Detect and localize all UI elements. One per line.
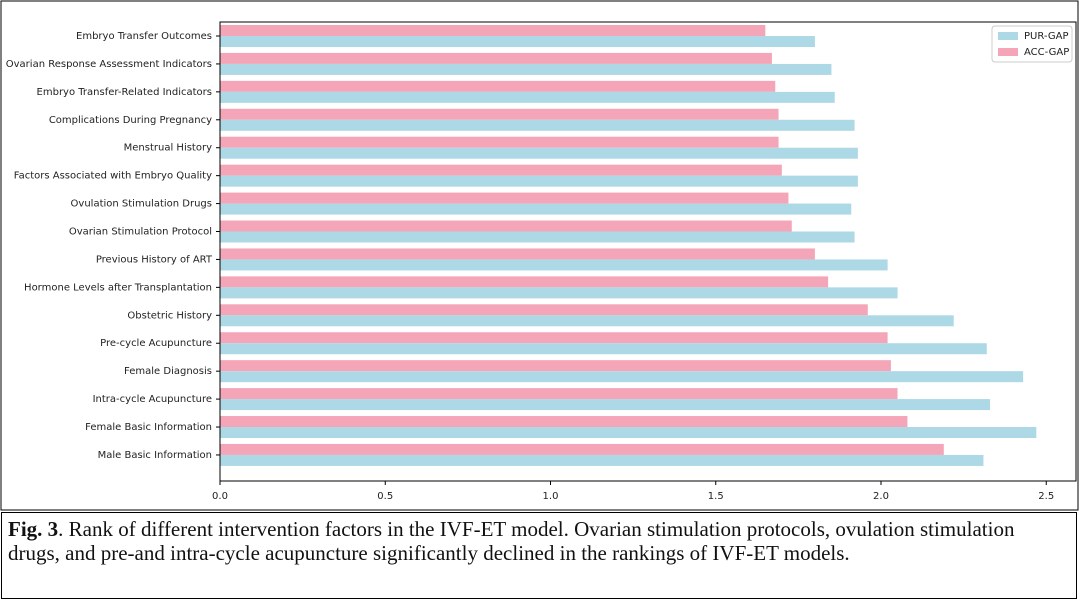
bar	[220, 147, 858, 159]
chart-frame	[0, 0, 1079, 511]
caption-label: Fig. 3	[8, 517, 59, 541]
bar	[220, 399, 991, 411]
legend-label: PUR-GAP	[1024, 31, 1069, 42]
y-tick-label: Previous History of ART	[96, 254, 213, 265]
bar	[220, 91, 835, 103]
legend-label: ACC-GAP	[1024, 47, 1069, 58]
bar	[220, 63, 832, 75]
chart: Embryo Transfer Outcomes Ovarian Response…	[0, 0, 1079, 511]
bar	[220, 203, 852, 215]
bar	[220, 332, 888, 344]
bar	[220, 287, 898, 299]
bar	[220, 220, 792, 232]
bar	[220, 259, 888, 271]
y-tick-label: Hormone Levels after Transplantation	[24, 282, 212, 293]
x-tick-label: 1.0	[543, 491, 559, 502]
bar	[220, 304, 868, 316]
bar	[220, 371, 1024, 383]
bar	[220, 416, 908, 428]
caption-text: . Rank of different intervention factors…	[8, 517, 1015, 565]
y-tick-label: Menstrual History	[124, 143, 212, 154]
bar	[220, 36, 815, 47]
y-tick-label: Complications During Pregnancy	[49, 115, 212, 126]
x-tick-label: 2.5	[1038, 491, 1054, 502]
bar	[220, 360, 891, 372]
bar	[220, 25, 766, 36]
bar	[220, 164, 782, 176]
bar	[220, 136, 779, 148]
y-tick-label: Embryo Transfer Outcomes	[76, 31, 212, 42]
bar	[220, 388, 898, 400]
bar	[220, 175, 858, 187]
bar	[220, 192, 789, 204]
bar	[220, 119, 855, 131]
bar	[220, 427, 1037, 439]
bar	[220, 108, 779, 120]
bar	[220, 454, 984, 466]
y-tick-label: Factors Associated with Embryo Quality	[14, 171, 212, 182]
plot-frame	[219, 21, 1077, 482]
y-tick-label: Ovulation Stimulation Drugs	[71, 199, 212, 210]
bar	[220, 343, 987, 355]
x-tick-label: 1.5	[708, 491, 724, 502]
y-tick-label: Ovarian Stimulation Protocol	[69, 227, 212, 238]
y-tick-label: Female Basic Information	[85, 422, 212, 433]
y-tick-label: Obstetric History	[127, 310, 212, 321]
bar	[220, 231, 855, 243]
bar	[220, 443, 944, 455]
legend-swatch	[998, 32, 1018, 40]
bar	[220, 52, 772, 64]
bar	[220, 276, 829, 288]
x-tick-label: 0.0	[212, 491, 228, 502]
y-tick-label: Female Diagnosis	[124, 366, 212, 377]
y-tick-label: Ovarian Response Assessment Indicators	[6, 59, 212, 70]
bar	[220, 315, 954, 327]
x-tick-label: 2.0	[873, 491, 889, 502]
caption: Fig. 3. Rank of different intervention f…	[1, 512, 1077, 599]
y-tick-label: Male Basic Information	[98, 450, 212, 461]
y-tick-label: Pre-cycle Acupuncture	[100, 338, 212, 349]
bar	[220, 80, 776, 92]
legend-swatch	[998, 48, 1018, 56]
y-tick-label: Intra-cycle Acupuncture	[93, 394, 212, 405]
bar	[220, 248, 815, 260]
y-tick-label: Embryo Transfer-Related Indicators	[37, 87, 212, 98]
x-tick-label: 0.5	[377, 491, 393, 502]
